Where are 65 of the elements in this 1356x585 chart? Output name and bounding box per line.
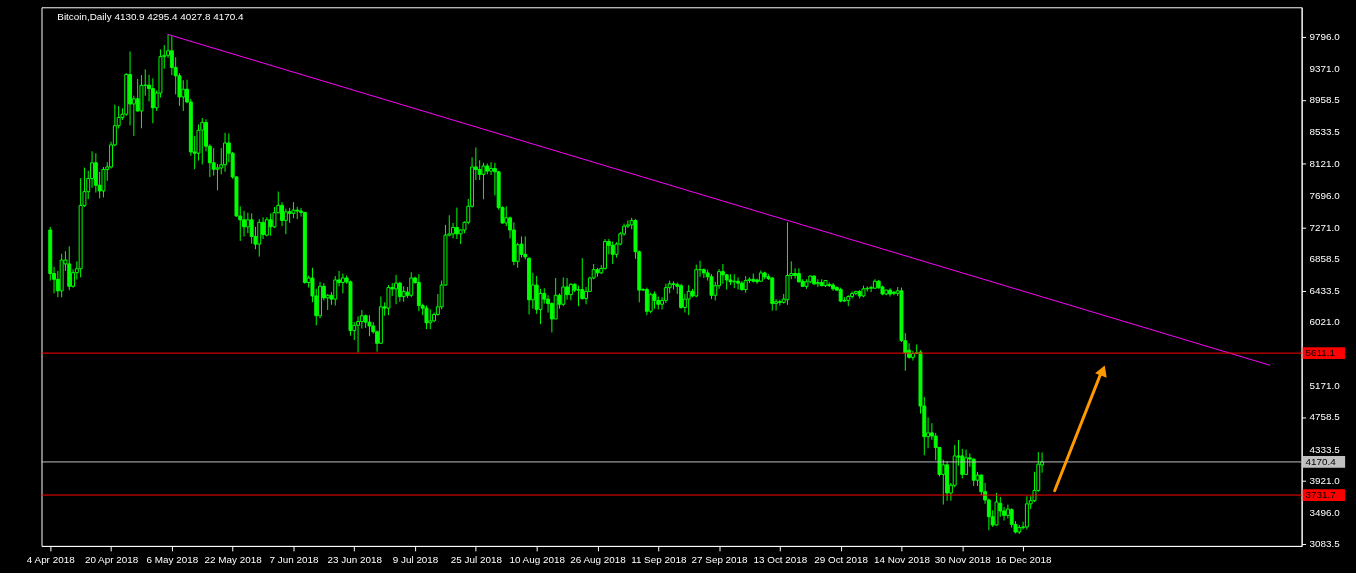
y-tick-label: 9371.0 xyxy=(1309,63,1341,75)
candlestick xyxy=(504,205,509,227)
candlestick xyxy=(223,132,228,173)
y-tick-label: 3921.0 xyxy=(1309,474,1341,486)
candlestick xyxy=(454,207,459,240)
y-tick-label: 6433.5 xyxy=(1309,284,1341,296)
chart-title: Bitcoin,Daily 4130.9 4295.4 4027.8 4170.4 xyxy=(57,11,244,23)
candlestick xyxy=(93,152,98,194)
candlestick xyxy=(249,212,254,245)
candlestick xyxy=(1024,495,1029,530)
x-tick-label: 14 Nov 2018 xyxy=(873,554,931,566)
candlestick xyxy=(815,278,820,288)
x-tick-label: 20 Apr 2018 xyxy=(84,554,139,566)
candlestick xyxy=(964,448,969,475)
ref-line-label: 5611.1 xyxy=(1305,347,1336,359)
x-tick-label: 13 Oct 2018 xyxy=(753,554,808,566)
y-tick-label: 7271.0 xyxy=(1309,221,1341,233)
y-tick-label: 7696.0 xyxy=(1309,189,1341,201)
candlestick xyxy=(340,273,345,294)
y-tick-label: 3083.5 xyxy=(1309,537,1341,549)
y-tick-label: 8121.0 xyxy=(1309,157,1341,169)
x-tick-label: 29 Oct 2018 xyxy=(814,554,869,566)
y-tick-label: 4333.5 xyxy=(1309,443,1341,455)
x-tick-label: 7 Jun 2018 xyxy=(269,554,319,566)
candlestick xyxy=(489,161,494,176)
candlestick xyxy=(242,210,247,237)
x-tick-label: 16 Dec 2018 xyxy=(995,554,1053,566)
candlestick xyxy=(333,275,338,307)
x-tick-label: 9 Jul 2018 xyxy=(392,554,439,566)
candlestick xyxy=(200,117,205,165)
x-tick-label: 30 Nov 2018 xyxy=(934,554,992,566)
candlestick xyxy=(150,77,155,124)
candlestick xyxy=(67,245,72,291)
x-tick-label: 4 Apr 2018 xyxy=(26,554,76,566)
x-tick-label: 11 Sep 2018 xyxy=(631,554,687,566)
candlestick xyxy=(101,166,106,198)
y-tick-label: 6858.5 xyxy=(1309,252,1341,264)
candlestick xyxy=(283,208,288,235)
x-tick-label: 6 May 2018 xyxy=(146,554,199,566)
candlestick xyxy=(1009,507,1014,529)
y-tick-label: 6021.0 xyxy=(1309,316,1341,328)
x-tick-label: 23 Jun 2018 xyxy=(327,554,383,566)
y-tick-label: 5171.0 xyxy=(1309,380,1341,392)
y-tick-label: 9796.0 xyxy=(1309,31,1341,43)
candlestick xyxy=(679,283,684,310)
x-tick-label: 27 Sep 2018 xyxy=(691,554,749,566)
x-tick-label: 22 May 2018 xyxy=(204,554,263,566)
candlestick xyxy=(720,263,725,285)
candlestick xyxy=(576,285,581,307)
y-tick-label: 8958.5 xyxy=(1309,94,1341,106)
ref-line-label: 3731.7 xyxy=(1305,489,1336,501)
x-tick-label: 10 Aug 2018 xyxy=(509,554,566,566)
candlestick xyxy=(777,299,782,307)
x-tick-label: 26 Aug 2018 xyxy=(570,554,627,566)
ref-line-label: 4170.4 xyxy=(1305,455,1337,467)
y-tick-label: 3496.0 xyxy=(1309,506,1341,518)
candlestick xyxy=(869,285,874,293)
x-tick-label: 25 Jul 2018 xyxy=(450,554,503,566)
y-tick-label: 4758.5 xyxy=(1309,411,1341,423)
candlestick xyxy=(793,267,798,280)
candlestick xyxy=(257,218,262,258)
candlestick xyxy=(561,276,566,307)
y-tick-label: 8533.5 xyxy=(1309,126,1341,138)
candlestick xyxy=(709,273,714,300)
candlestick xyxy=(245,212,250,234)
